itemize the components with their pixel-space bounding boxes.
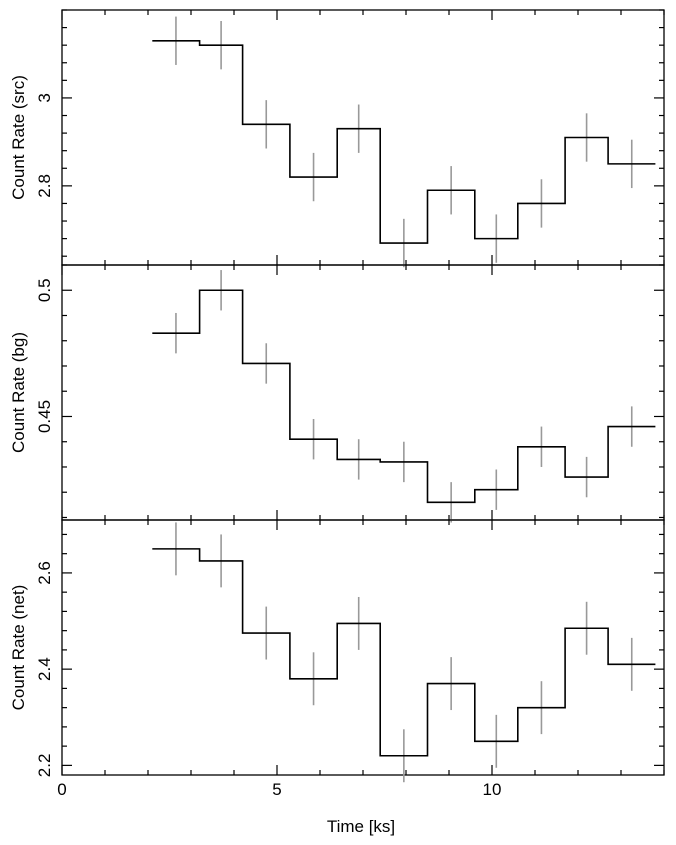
y-tick-label: 0.45 [35, 400, 54, 433]
step-line-panel-2 [152, 289, 656, 504]
x-tick-label: 5 [272, 780, 281, 799]
y-tick-label: 2.4 [35, 657, 54, 681]
y-tick-label: 2.8 [35, 174, 54, 198]
panel-3-frame [61, 519, 665, 776]
x-tick-label: 0 [57, 780, 66, 799]
x-tick-label: 10 [483, 780, 502, 799]
y-axis-label-panel-2: Count Rate (bg) [9, 332, 28, 453]
y-tick-label: 2.6 [35, 561, 54, 585]
panel-2-frame [61, 264, 665, 521]
y-tick-label: 3 [35, 93, 54, 102]
step-line-panel-3 [152, 548, 656, 757]
y-axis-label-panel-3: Count Rate (net) [9, 585, 28, 711]
y-axis-label-panel-1: Count Rate (src) [9, 75, 28, 200]
step-line-panel-1 [152, 39, 656, 244]
y-tick-label: 0.5 [35, 278, 54, 302]
y-tick-label: 2.2 [35, 754, 54, 778]
x-axis-label: Time [ks] [327, 817, 395, 836]
